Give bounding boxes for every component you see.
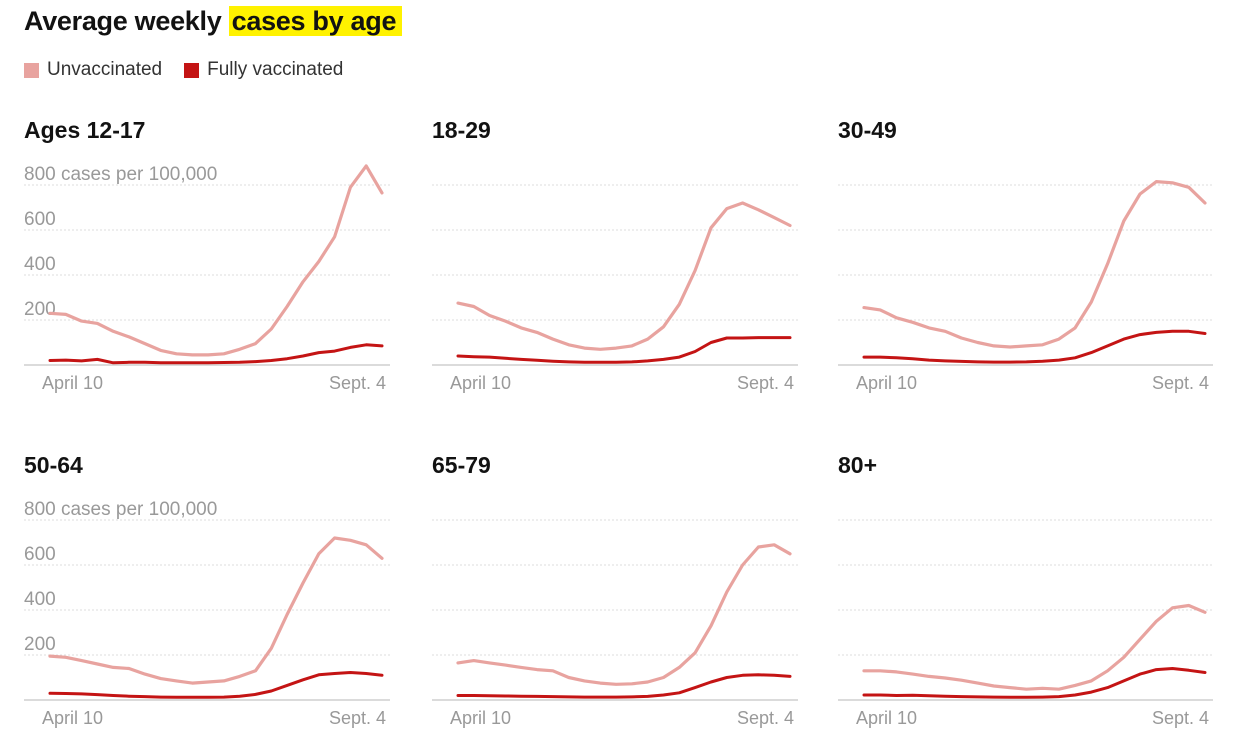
legend-item-fully-vaccinated: Fully vaccinated — [184, 59, 343, 81]
series-line-unvaccinated — [862, 603, 1207, 691]
chart-title: Average weekly cases by age — [24, 6, 403, 37]
series-line-fully-vaccinated — [456, 673, 792, 699]
legend-label-unvaccinated: Unvaccinated — [47, 59, 163, 80]
legend-label-fully-vaccinated: Fully vaccinated — [207, 59, 344, 80]
x-tick-label-start: April 10 — [450, 708, 511, 728]
x-tick-label-end: Sept. 4 — [737, 708, 794, 728]
y-tick-label: 200 — [24, 299, 56, 320]
legend-item-unvaccinated: Unvaccinated — [24, 59, 162, 81]
y-tick-label: 400 — [24, 254, 56, 275]
panel-title: 18-29 — [432, 117, 491, 143]
chart-panel-4: 50-64 200 400 600 800 cases per 100,000 April… — [24, 452, 390, 728]
chart-panel-5: 65-79 April 10 Sept. 4 — [432, 452, 798, 728]
series-line-fully-vaccinated — [862, 329, 1207, 364]
panel-title: 80+ — [838, 452, 877, 478]
y-tick-label: 800 cases per 100,000 — [24, 499, 217, 520]
x-tick-label-start: April 10 — [856, 708, 917, 728]
legend-swatch-fully-vaccinated — [184, 62, 200, 78]
x-tick-label-end: Sept. 4 — [1152, 708, 1209, 728]
legend: Unvaccinated Fully vaccinated — [24, 59, 365, 81]
x-tick-label-end: Sept. 4 — [737, 373, 794, 393]
series-line-fully-vaccinated — [862, 667, 1207, 699]
y-tick-label: 200 — [24, 634, 56, 655]
x-tick-label-start: April 10 — [42, 708, 103, 728]
title-highlight: cases by age — [228, 6, 403, 36]
series-line-fully-vaccinated — [48, 671, 384, 699]
x-tick-label-end: Sept. 4 — [329, 373, 386, 393]
x-tick-label-start: April 10 — [450, 373, 511, 393]
chart-panel-1: Ages 12-17 200 400 600 800 cases per 100,000… — [24, 117, 390, 393]
series-line-fully-vaccinated — [456, 336, 792, 364]
series-line-unvaccinated — [48, 536, 384, 685]
y-tick-label: 800 cases per 100,000 — [24, 164, 217, 185]
series-line-fully-vaccinated — [48, 343, 384, 365]
legend-swatch-unvaccinated — [24, 62, 39, 78]
series-line-unvaccinated — [48, 164, 384, 357]
x-tick-label-end: Sept. 4 — [329, 708, 386, 728]
series-line-unvaccinated — [862, 180, 1207, 349]
panel-title: 30-49 — [838, 117, 897, 143]
y-tick-label: 600 — [24, 209, 56, 230]
x-tick-label-start: April 10 — [856, 373, 917, 393]
y-tick-label: 400 — [24, 589, 56, 610]
panel-title: Ages 12-17 — [24, 117, 145, 143]
y-tick-label: 600 — [24, 544, 56, 565]
x-tick-label-end: Sept. 4 — [1152, 373, 1209, 393]
panel-title: 50-64 — [24, 452, 83, 478]
series-line-unvaccinated — [456, 201, 792, 351]
series-line-unvaccinated — [456, 543, 792, 686]
chart-panel-6: 80+ April 10 Sept. 4 — [838, 452, 1213, 728]
title-text: Average weekly — [24, 6, 222, 36]
chart-panel-2: 18-29 April 10 Sept. 4 — [432, 117, 798, 393]
panel-title: 65-79 — [432, 452, 491, 478]
x-tick-label-start: April 10 — [42, 373, 103, 393]
chart-panel-3: 30-49 April 10 Sept. 4 — [838, 117, 1213, 393]
